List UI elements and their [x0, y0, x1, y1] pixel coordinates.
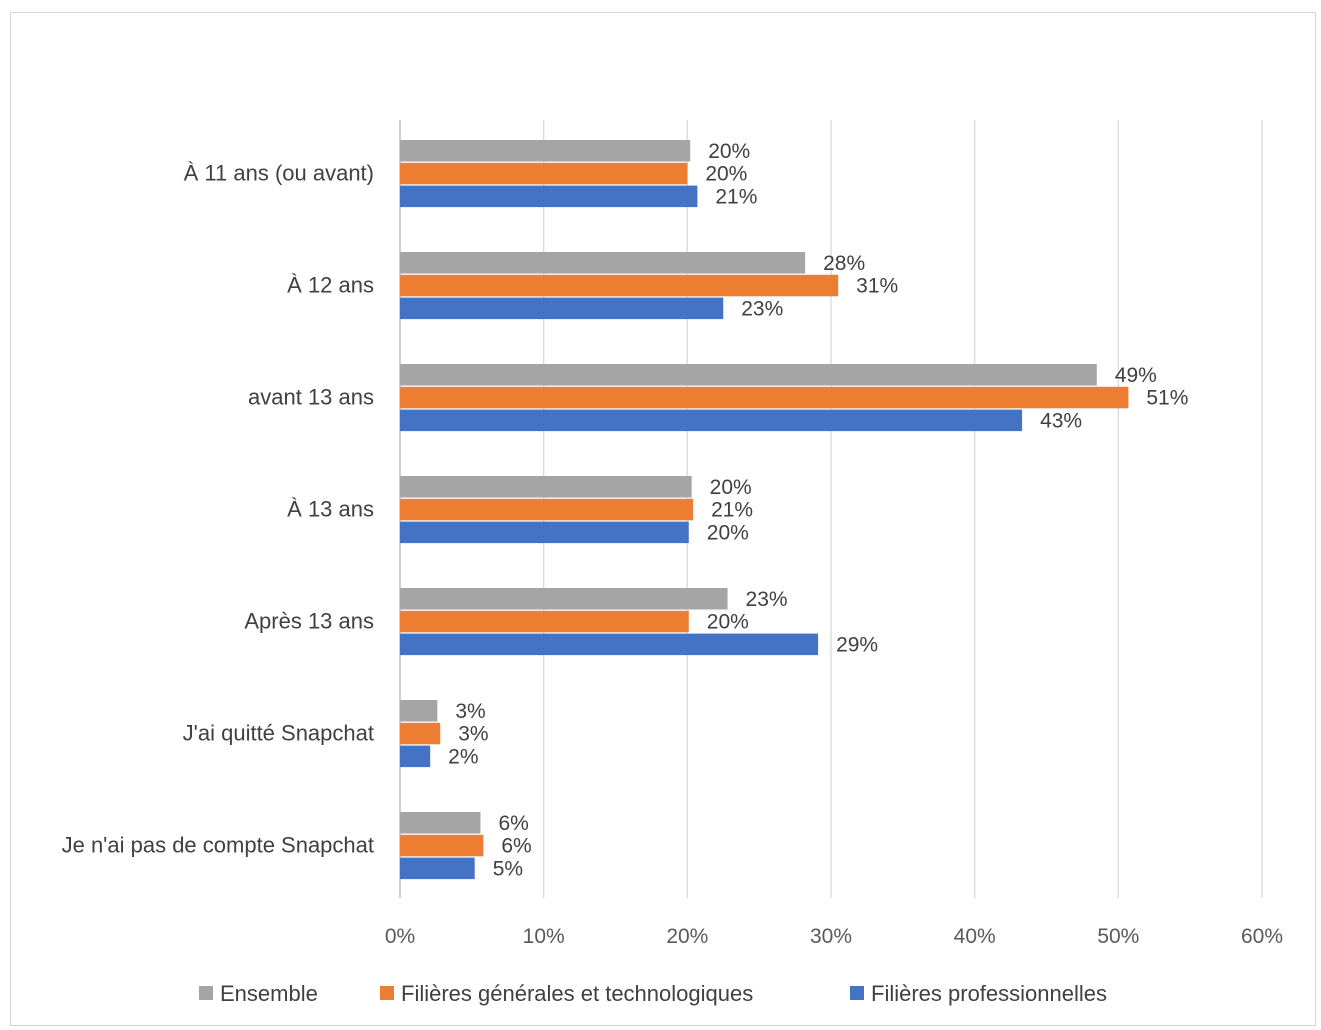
- data-label: 2%: [448, 745, 478, 768]
- data-label: 21%: [711, 499, 753, 522]
- data-label: 23%: [741, 297, 783, 320]
- bar: [400, 633, 819, 656]
- x-tick-label: 40%: [954, 925, 996, 948]
- legend-swatch: [380, 986, 394, 1000]
- category-label: À 12 ans: [287, 273, 374, 298]
- x-tick-label: 0%: [385, 925, 415, 948]
- category-label: À 13 ans: [287, 497, 374, 522]
- bar: [400, 857, 475, 880]
- data-label: 31%: [856, 275, 898, 298]
- x-tick-label: 10%: [523, 925, 565, 948]
- legend-label: Filières professionnelles: [871, 981, 1107, 1006]
- data-label: 3%: [458, 723, 488, 746]
- bar: [400, 409, 1023, 432]
- legend-swatch: [199, 986, 213, 1000]
- data-label: 51%: [1146, 387, 1188, 410]
- bar: [400, 364, 1097, 386]
- bar: [400, 252, 806, 274]
- bar: [400, 162, 688, 185]
- legend-swatch: [850, 986, 864, 1000]
- data-label: 21%: [715, 185, 757, 208]
- bar: [400, 476, 692, 498]
- category-label: À 11 ans (ou avant): [184, 161, 374, 186]
- data-label: 6%: [501, 835, 531, 858]
- bar: [400, 274, 839, 297]
- category-label: Je n'ai pas de compte Snapchat: [62, 833, 374, 858]
- bar: [400, 700, 438, 722]
- bar: [400, 722, 441, 745]
- category-label: Après 13 ans: [244, 609, 374, 634]
- bar: [400, 297, 724, 320]
- bar: [400, 140, 691, 162]
- bar: [400, 521, 689, 544]
- bar: [400, 588, 728, 610]
- data-label: 5%: [493, 857, 523, 880]
- bar: [400, 812, 481, 834]
- data-label: 20%: [708, 140, 750, 163]
- category-label: avant 13 ans: [248, 385, 374, 410]
- data-label: 23%: [746, 588, 788, 611]
- data-label: 29%: [836, 633, 878, 656]
- bar: [400, 610, 689, 633]
- legend-label: Filières générales et technologiques: [401, 981, 753, 1006]
- bar: [400, 834, 484, 857]
- data-label: 43%: [1040, 409, 1082, 432]
- data-label: 20%: [705, 163, 747, 186]
- x-tick-label: 20%: [666, 925, 708, 948]
- data-label: 6%: [498, 812, 528, 835]
- bar: [400, 386, 1129, 409]
- x-tick-label: 50%: [1097, 925, 1139, 948]
- data-label: 20%: [707, 521, 749, 544]
- x-tick-label: 30%: [810, 925, 852, 948]
- data-label: 49%: [1115, 364, 1157, 387]
- data-label: 3%: [455, 700, 485, 723]
- data-label: 20%: [707, 611, 749, 634]
- category-label: J'ai quitté Snapchat: [183, 721, 374, 746]
- x-tick-label: 60%: [1241, 925, 1283, 948]
- data-label: 28%: [823, 252, 865, 275]
- data-label: 20%: [710, 476, 752, 499]
- bar: [400, 185, 698, 208]
- legend-label: Ensemble: [220, 981, 318, 1006]
- bar: [400, 498, 694, 521]
- bar: [400, 745, 431, 768]
